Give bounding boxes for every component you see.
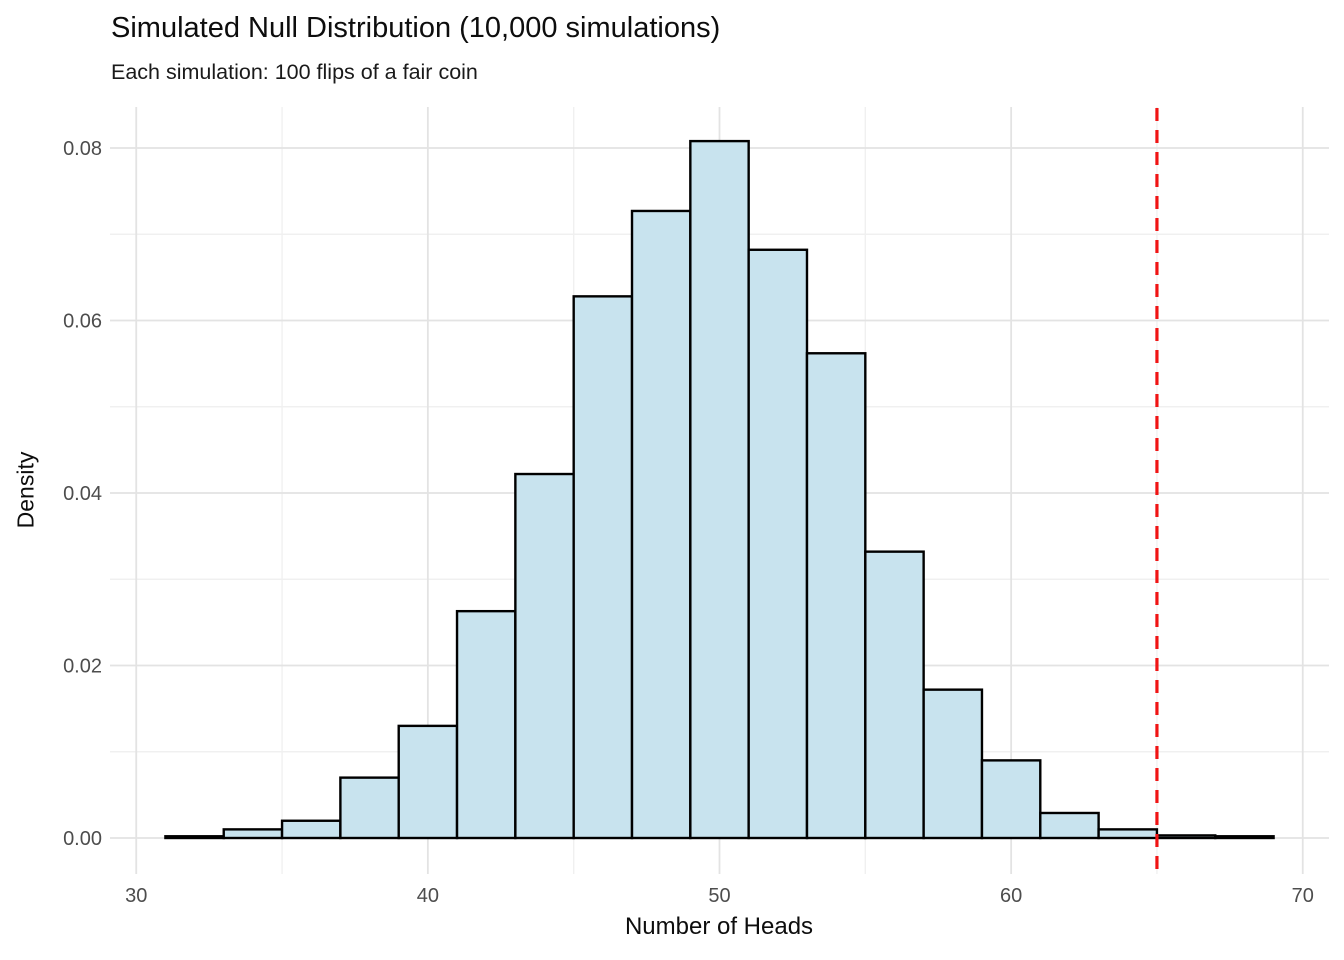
x-tick-label: 70: [1292, 885, 1314, 907]
histogram-bar: [689, 139, 750, 840]
histogram-bar: [1097, 828, 1159, 840]
histogram-bar: [1214, 835, 1275, 840]
histogram-bar: [222, 828, 284, 840]
y-tick-label: 0.00: [63, 828, 102, 850]
chart-title: Simulated Null Distribution (10,000 simu…: [111, 12, 721, 44]
histogram-bar: [1155, 834, 1217, 840]
histogram-bar: [572, 295, 634, 840]
histogram-bar: [1039, 811, 1100, 840]
histogram-bar: [397, 724, 459, 840]
histogram-bar: [922, 688, 984, 840]
y-tick-label: 0.02: [63, 656, 102, 678]
histogram-bar: [455, 609, 517, 840]
histogram-bar: [805, 352, 867, 840]
histogram-bar: [514, 472, 575, 840]
y-tick-label: 0.06: [63, 311, 102, 333]
histogram-bar: [630, 209, 692, 840]
histogram-bar: [339, 776, 400, 840]
histogram-bar: [164, 835, 225, 840]
histogram-bar: [747, 248, 809, 840]
y-tick-label: 0.08: [63, 138, 102, 160]
x-tick-label: 50: [708, 885, 730, 907]
x-tick-label: 30: [125, 885, 147, 907]
x-tick-label: 60: [1000, 885, 1022, 907]
histogram-bar: [980, 759, 1042, 840]
y-tick-label: 0.04: [63, 483, 102, 505]
x-axis-title: Number of Heads: [624, 913, 814, 940]
histogram-bar: [280, 819, 342, 840]
histogram-bar: [864, 550, 925, 840]
x-tick-label: 40: [417, 885, 439, 907]
chart-subtitle: Each simulation: 100 flips of a fair coi…: [111, 60, 478, 84]
